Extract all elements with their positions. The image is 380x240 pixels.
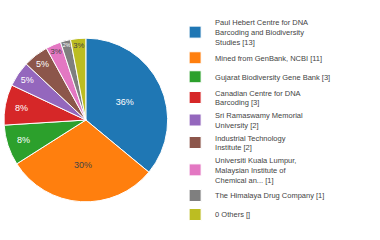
svg-text:Gujarat Biodiversity Gene Bank: Gujarat Biodiversity Gene Bank [3] [215,73,330,82]
svg-text:Mined from GenBank, NCBI [11]: Mined from GenBank, NCBI [11] [215,54,322,63]
svg-text:36%: 36% [116,97,134,107]
svg-text:5%: 5% [21,75,34,85]
svg-text:30%: 30% [74,160,92,170]
svg-text:2%: 2% [63,42,71,48]
svg-text:8%: 8% [15,103,28,113]
svg-text:Paul Hebert Centre for DNABarc: Paul Hebert Centre for DNABarcoding and … [215,18,308,47]
svg-text:3%: 3% [73,41,84,50]
svg-text:Industrial TechnologyInstitute: Industrial TechnologyInstitute [2] [215,134,286,153]
svg-text:Universiti Kuala Lumpur,Malays: Universiti Kuala Lumpur,Malaysian Instit… [215,156,296,185]
svg-text:5%: 5% [36,59,49,69]
svg-text:8%: 8% [17,135,30,145]
svg-text:Sri Ramaswamy MemorialUniversi: Sri Ramaswamy MemorialUniversity [2] [215,111,303,130]
svg-text:3%: 3% [51,47,62,56]
svg-text:0 Others []: 0 Others [] [215,210,250,219]
svg-text:Canadian Centre for DNABarcodi: Canadian Centre for DNABarcoding [3] [215,89,300,108]
svg-text:The Himalaya Drug Company [1]: The Himalaya Drug Company [1] [215,191,324,200]
